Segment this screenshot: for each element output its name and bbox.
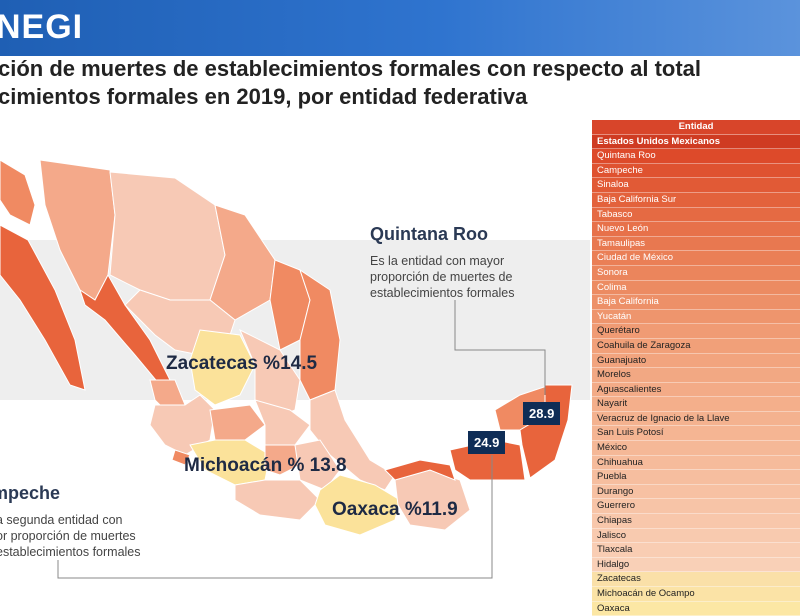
entity-table: Entidad Estados Unidos Mexicanos Quintan… (592, 120, 800, 616)
table-row: Baja California (592, 295, 800, 310)
callout-line-campeche (57, 455, 493, 579)
table-row: Durango (592, 484, 800, 500)
state-coahuila (209, 204, 276, 321)
table-row: Guanajuato (592, 353, 800, 369)
state-baja-california-sur (0, 224, 86, 391)
quintana-roo-callout-text: Es la entidad con mayor proporción de mu… (370, 254, 515, 300)
table-row: Jalisco (592, 528, 800, 544)
title-line-1: ción de muertes de establecimientos form… (0, 56, 702, 81)
state-oaxaca (314, 474, 401, 536)
state-guerrero (234, 479, 321, 521)
state-colima (171, 449, 191, 466)
state-sonora (39, 159, 116, 301)
campeche-badge: 24.9 (468, 431, 506, 454)
header-bar: NEGI (0, 0, 800, 56)
table-row: Baja California Sur (592, 192, 800, 208)
state-zacatecas (189, 329, 256, 406)
table-header: Entidad (592, 120, 800, 135)
campeche-callout-title: mpeche (0, 483, 61, 503)
table-row: Puebla (592, 470, 800, 485)
state-chihuahua (109, 171, 226, 301)
table-row: Nayarit (592, 397, 800, 412)
state-tamaulipas (299, 268, 341, 401)
michoacan-label: Michoacán % 13.8 (184, 455, 347, 476)
page-title: ción de muertes de establecimientos form… (0, 55, 798, 111)
oaxaca-label: Oaxaca %11.9 (332, 499, 458, 520)
table-row: Veracruz de Ignacio de la Llave (592, 411, 800, 427)
table-row: San Luis Potosí (592, 426, 800, 442)
quintana-roo-callout-title: Quintana Roo (370, 224, 488, 244)
state-guanajuato (209, 404, 266, 441)
table-row: Sonora (592, 265, 800, 281)
state-mexico-cdmx (264, 444, 301, 476)
table-row: Oaxaca (592, 601, 800, 616)
table-row: Guerrero (592, 499, 800, 515)
table-row: Campeche (592, 163, 800, 179)
state-tabasco (384, 459, 456, 481)
table-row: Colima (592, 280, 800, 296)
title-line-2: cimientos formales en 2019, por entidad … (0, 84, 528, 109)
state-jalisco (149, 394, 216, 456)
table-row: Tabasco (592, 207, 800, 223)
table-row: México (592, 441, 800, 456)
callout-line-quintana-roo (454, 300, 546, 395)
table-row: Ciudad de México (592, 251, 800, 266)
table-row: Morelos (592, 368, 800, 383)
table-row: Nuevo León (592, 222, 800, 237)
inegi-logo: NEGI (0, 8, 84, 46)
table-row: Aguascalientes (592, 382, 800, 398)
table-row: Yucatán (592, 309, 800, 325)
table-row: Chiapas (592, 514, 800, 529)
state-baja-california (0, 159, 36, 226)
table-subheader: Estados Unidos Mexicanos (592, 134, 800, 150)
table-row: Coahuila de Zaragoza (592, 338, 800, 354)
table-row: Quintana Roo (592, 149, 800, 164)
table-row: Tlaxcala (592, 543, 800, 558)
table-row: Hidalgo (592, 557, 800, 573)
quintana-roo-badge: 28.9 (523, 402, 561, 425)
campeche-callout-text: a segunda entidad con or proporción de m… (0, 513, 141, 559)
table-row: Sinaloa (592, 178, 800, 193)
zacatecas-label: Zacatecas %14.5 (166, 353, 318, 374)
mexico-map (0, 159, 573, 579)
table-row: Querétaro (592, 324, 800, 339)
table-rows: Quintana Roo Campeche Sinaloa Baja Californ… (592, 149, 800, 616)
table-row: Tamaulipas (592, 236, 800, 252)
table-row: Michoacán de Ocampo (592, 587, 800, 602)
table-row: Chihuahua (592, 455, 800, 471)
table-row: Zacatecas (592, 572, 800, 587)
